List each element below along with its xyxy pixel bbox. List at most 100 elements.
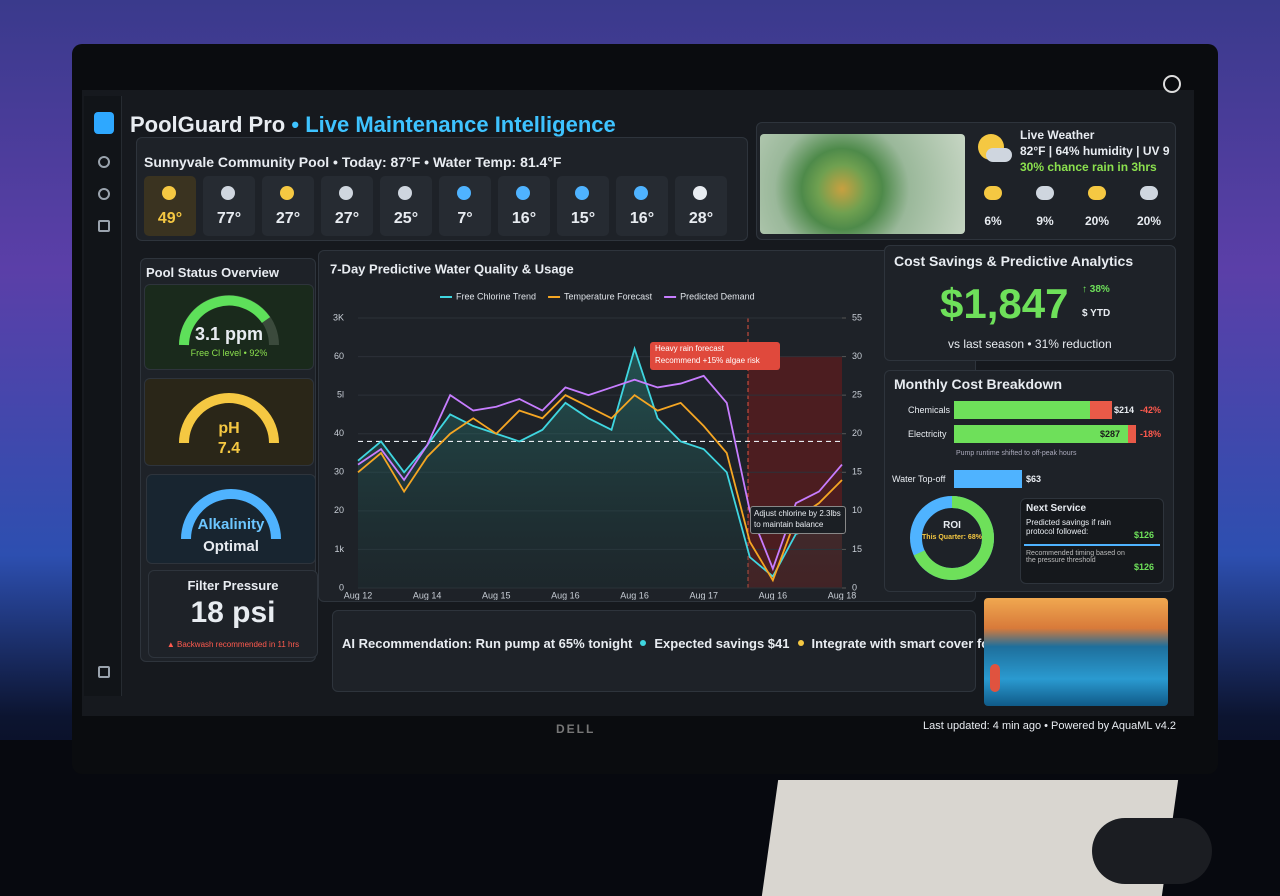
recommendation-item: Expected savings $41: [654, 636, 790, 651]
forecast-icon: [398, 186, 412, 200]
cost-bar: [954, 425, 1128, 443]
forecast-tile: 27°: [262, 176, 314, 236]
forecast-icon: [575, 186, 589, 200]
chlorine-note: Free Cl level • 92%: [190, 348, 268, 358]
filter-label: Filter Pressure: [187, 578, 279, 593]
help-icon[interactable]: [1163, 75, 1181, 93]
legend-label: Temperature Forecast: [564, 291, 653, 301]
line: [357, 374, 843, 572]
forecast-icon: [280, 186, 294, 200]
hourly-value: 6%: [984, 214, 1002, 228]
y2-tick-label: 15: [852, 544, 862, 554]
savings-period: $ YTD: [1082, 308, 1111, 319]
forecast-temp: 15°: [570, 210, 596, 227]
roi-title: ROI: [943, 520, 961, 531]
alkalinity-value: Optimal: [203, 538, 259, 555]
annotation-box: [650, 342, 780, 370]
x-tick-label: Aug 16: [551, 590, 580, 600]
y2-tick-label: 55: [852, 312, 862, 322]
line: [357, 393, 843, 583]
recommendation-panel: [332, 610, 976, 692]
annotation-box: [750, 506, 846, 534]
status-title: Pool Status Overview: [146, 265, 279, 280]
cost-label: Water Top-off: [892, 474, 946, 484]
annotation: to maintain balance: [754, 520, 824, 529]
nav-icon[interactable]: [98, 156, 110, 168]
chlorine-value: 3.1 ppm: [194, 324, 264, 344]
subtitle-text: • Live Maintenance Intelligence: [291, 112, 616, 137]
savings-comparison: vs last season • 31% reduction: [948, 337, 1112, 351]
service-amount: $126: [1134, 562, 1155, 572]
forecast-tile: 28°: [675, 176, 727, 236]
x-tick-label: Aug 18: [828, 590, 857, 600]
annotation: Adjust chlorine by 2.3lbs: [754, 509, 841, 518]
footer: Last updated: 4 min ago • Powered by Aqu…: [923, 720, 1176, 732]
hourly-tile: 20%: [1126, 182, 1172, 234]
radar-map[interactable]: [760, 134, 965, 234]
forecast-icon: [221, 186, 235, 200]
y2-tick-label: 30: [852, 351, 862, 361]
chart-title: 7-Day Predictive Water Quality & Usage: [330, 261, 574, 276]
x-tick-label: Aug 15: [482, 590, 511, 600]
y-tick-label: 30: [334, 467, 344, 477]
y-tick-label: 3K: [333, 312, 344, 322]
cost-bar: [954, 401, 1090, 419]
x-tick-label: Aug 17: [689, 590, 718, 600]
cost-amount: $63: [1026, 474, 1042, 484]
cost-change: -18%: [1140, 429, 1162, 439]
y-tick-label: 20: [334, 505, 344, 515]
cost-label: Chemicals: [908, 405, 951, 415]
ph-label: pH: [218, 420, 240, 437]
savings-title: Cost Savings & Predictive Analytics: [894, 253, 1134, 269]
forecast-tile: 16°: [616, 176, 668, 236]
y2-tick-label: 20: [852, 428, 862, 438]
nav-icon[interactable]: [98, 188, 110, 200]
nav-icon[interactable]: [98, 220, 110, 232]
forecast-icon: [339, 186, 353, 200]
chart: 7-Day Predictive Water Quality & Usage 0…: [330, 261, 862, 600]
forecast-tile: 49°: [144, 176, 196, 236]
forecast-tile: 7°: [439, 176, 491, 236]
hourly-tile: 9%: [1022, 182, 1068, 234]
x-tick-label: Aug 16: [759, 590, 788, 600]
logo[interactable]: [94, 112, 114, 134]
app-title: PoolGuard Pro • Live Maintenance Intelli…: [130, 112, 616, 138]
service-title: Next Service: [1026, 503, 1087, 514]
forecast-temp: 27°: [275, 210, 301, 227]
hourly-icon: [1140, 186, 1158, 200]
cost-amount: $214: [1114, 405, 1135, 415]
weather-rain: 30% chance rain in 3hrs: [1020, 160, 1157, 174]
forecast-icon: [634, 186, 648, 200]
y2-tick-label: 0: [852, 582, 857, 592]
hourly-value: 20%: [1136, 214, 1162, 228]
weather-current: 82°F | 64% humidity | UV 9: [1020, 144, 1170, 158]
y2-tick-label: 15: [852, 467, 862, 477]
annotation: Heavy rain forecast: [655, 344, 724, 353]
hourly-tile: 6%: [970, 182, 1016, 234]
x-tick-label: Aug 16: [620, 590, 649, 600]
hourly-icon: [984, 186, 1002, 200]
savings-amount: $1,847: [940, 280, 1069, 327]
hourly-value: 20%: [1084, 214, 1110, 228]
y-tick-label: 5l: [337, 390, 344, 400]
cost-note: Pump runtime shifted to off-peak hours: [956, 450, 1077, 457]
x-tick-label: Aug 14: [413, 590, 442, 600]
cost-bar: [1128, 425, 1136, 443]
nav-icon[interactable]: [98, 666, 110, 678]
separator: [797, 640, 804, 646]
hourly-icon: [1088, 186, 1106, 200]
roi-value: This Quarter: 68%: [922, 534, 982, 541]
chlorine-gauge: [179, 295, 279, 346]
sidebar: [84, 96, 122, 696]
ph-card: [144, 378, 314, 466]
mouse: [1092, 818, 1212, 884]
filter-value: 18 psi: [190, 596, 276, 629]
cost-change: -42%: [1140, 405, 1162, 415]
cost-bar: [954, 470, 1022, 488]
recommendation-label: AI Recommendation:: [342, 636, 473, 651]
y-tick-label: 60: [334, 351, 344, 361]
legend-label: Free Chlorine Trend: [456, 291, 536, 301]
roi-donut: [910, 496, 994, 580]
forecast-temp: 7°: [457, 210, 473, 227]
